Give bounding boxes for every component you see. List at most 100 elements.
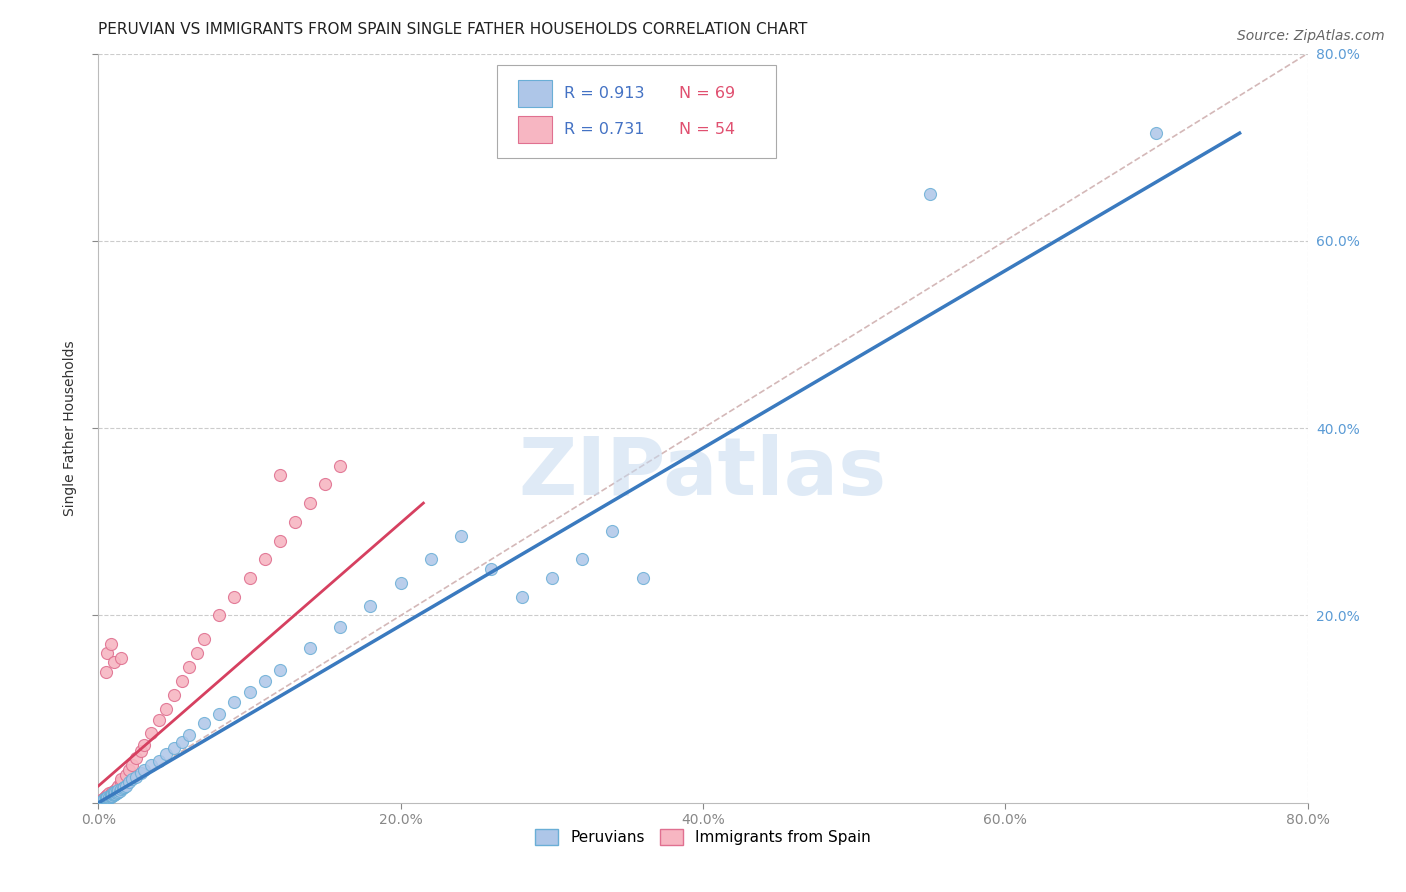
Bar (517, 116, 553, 144)
Point (208, 706, 231, 721)
Point (89, 795, 111, 809)
Point (94, 792, 117, 806)
Text: PERUVIAN VS IMMIGRANTS FROM SPAIN SINGLE FATHER HOUSEHOLDS CORRELATION CHART: PERUVIAN VS IMMIGRANTS FROM SPAIN SINGLE… (98, 22, 808, 37)
Point (104, 784, 127, 798)
Point (148, 754, 170, 768)
Point (96, 790, 118, 805)
Point (98, 787, 121, 801)
Point (129, 765, 152, 780)
Point (253, 674, 276, 689)
Point (94, 793, 117, 807)
Point (94, 792, 117, 806)
Point (105, 787, 128, 801)
Point (94, 791, 117, 805)
Point (96, 792, 118, 806)
Point (121, 758, 143, 772)
Y-axis label: Single Father Households: Single Father Households (63, 341, 77, 516)
Point (602, 524, 624, 539)
Point (94, 792, 117, 806)
Point (100, 790, 122, 805)
Point (93, 793, 115, 807)
Point (93, 794, 115, 808)
Point (103, 785, 125, 799)
Point (132, 763, 155, 777)
Point (104, 788, 127, 802)
Point (107, 782, 129, 797)
Point (114, 779, 136, 793)
Point (284, 515, 307, 529)
Point (1144, 126, 1167, 140)
Point (540, 571, 562, 585)
Point (103, 787, 125, 801)
Point (94, 791, 117, 805)
Point (98, 790, 121, 805)
Point (91, 794, 114, 808)
Point (94, 793, 117, 807)
Point (631, 571, 654, 585)
Point (93, 792, 115, 806)
Point (98, 789, 121, 804)
Point (94, 791, 117, 805)
Text: N = 54: N = 54 (679, 122, 735, 137)
Point (105, 783, 128, 797)
Point (100, 789, 122, 803)
Point (101, 784, 124, 798)
Point (269, 468, 291, 483)
Point (111, 780, 134, 795)
Point (100, 637, 122, 651)
Point (100, 789, 122, 804)
Point (129, 744, 152, 758)
Point (299, 496, 322, 510)
Point (96, 646, 118, 660)
Point (299, 641, 322, 656)
Point (100, 788, 122, 802)
Point (314, 477, 336, 491)
Point (103, 655, 125, 669)
Point (108, 783, 131, 797)
Point (224, 695, 246, 709)
Point (96, 790, 118, 805)
Point (105, 780, 128, 795)
Point (329, 458, 352, 473)
Point (103, 788, 125, 802)
Point (93, 791, 115, 805)
Text: Source: ZipAtlas.com: Source: ZipAtlas.com (1237, 29, 1385, 43)
Point (193, 632, 215, 646)
Point (121, 772, 143, 787)
Point (239, 685, 262, 699)
Point (96, 789, 118, 803)
Point (96, 791, 118, 805)
Point (118, 763, 141, 777)
Legend: Peruvians, Immigrants from Spain: Peruvians, Immigrants from Spain (529, 823, 877, 851)
Text: R = 0.913: R = 0.913 (564, 86, 644, 101)
Point (104, 782, 127, 797)
Point (98, 791, 121, 805)
Point (91, 794, 114, 808)
Point (450, 529, 472, 543)
Point (420, 552, 443, 566)
Point (103, 784, 125, 798)
Point (90, 793, 112, 807)
Point (94, 793, 117, 807)
Point (91, 793, 114, 807)
Point (94, 789, 117, 804)
Point (571, 552, 593, 566)
Point (360, 599, 382, 614)
Point (179, 660, 201, 674)
Point (155, 747, 177, 761)
Point (239, 571, 262, 585)
Point (114, 767, 136, 781)
Point (94, 790, 117, 805)
Point (141, 758, 163, 772)
Point (329, 620, 352, 634)
Point (141, 725, 163, 739)
Point (125, 751, 148, 765)
Text: R = 0.731: R = 0.731 (564, 122, 644, 137)
Point (163, 688, 186, 702)
Point (481, 562, 503, 576)
Point (110, 650, 132, 665)
Point (253, 552, 276, 566)
Point (110, 775, 132, 789)
Point (179, 728, 201, 742)
Point (103, 789, 125, 803)
